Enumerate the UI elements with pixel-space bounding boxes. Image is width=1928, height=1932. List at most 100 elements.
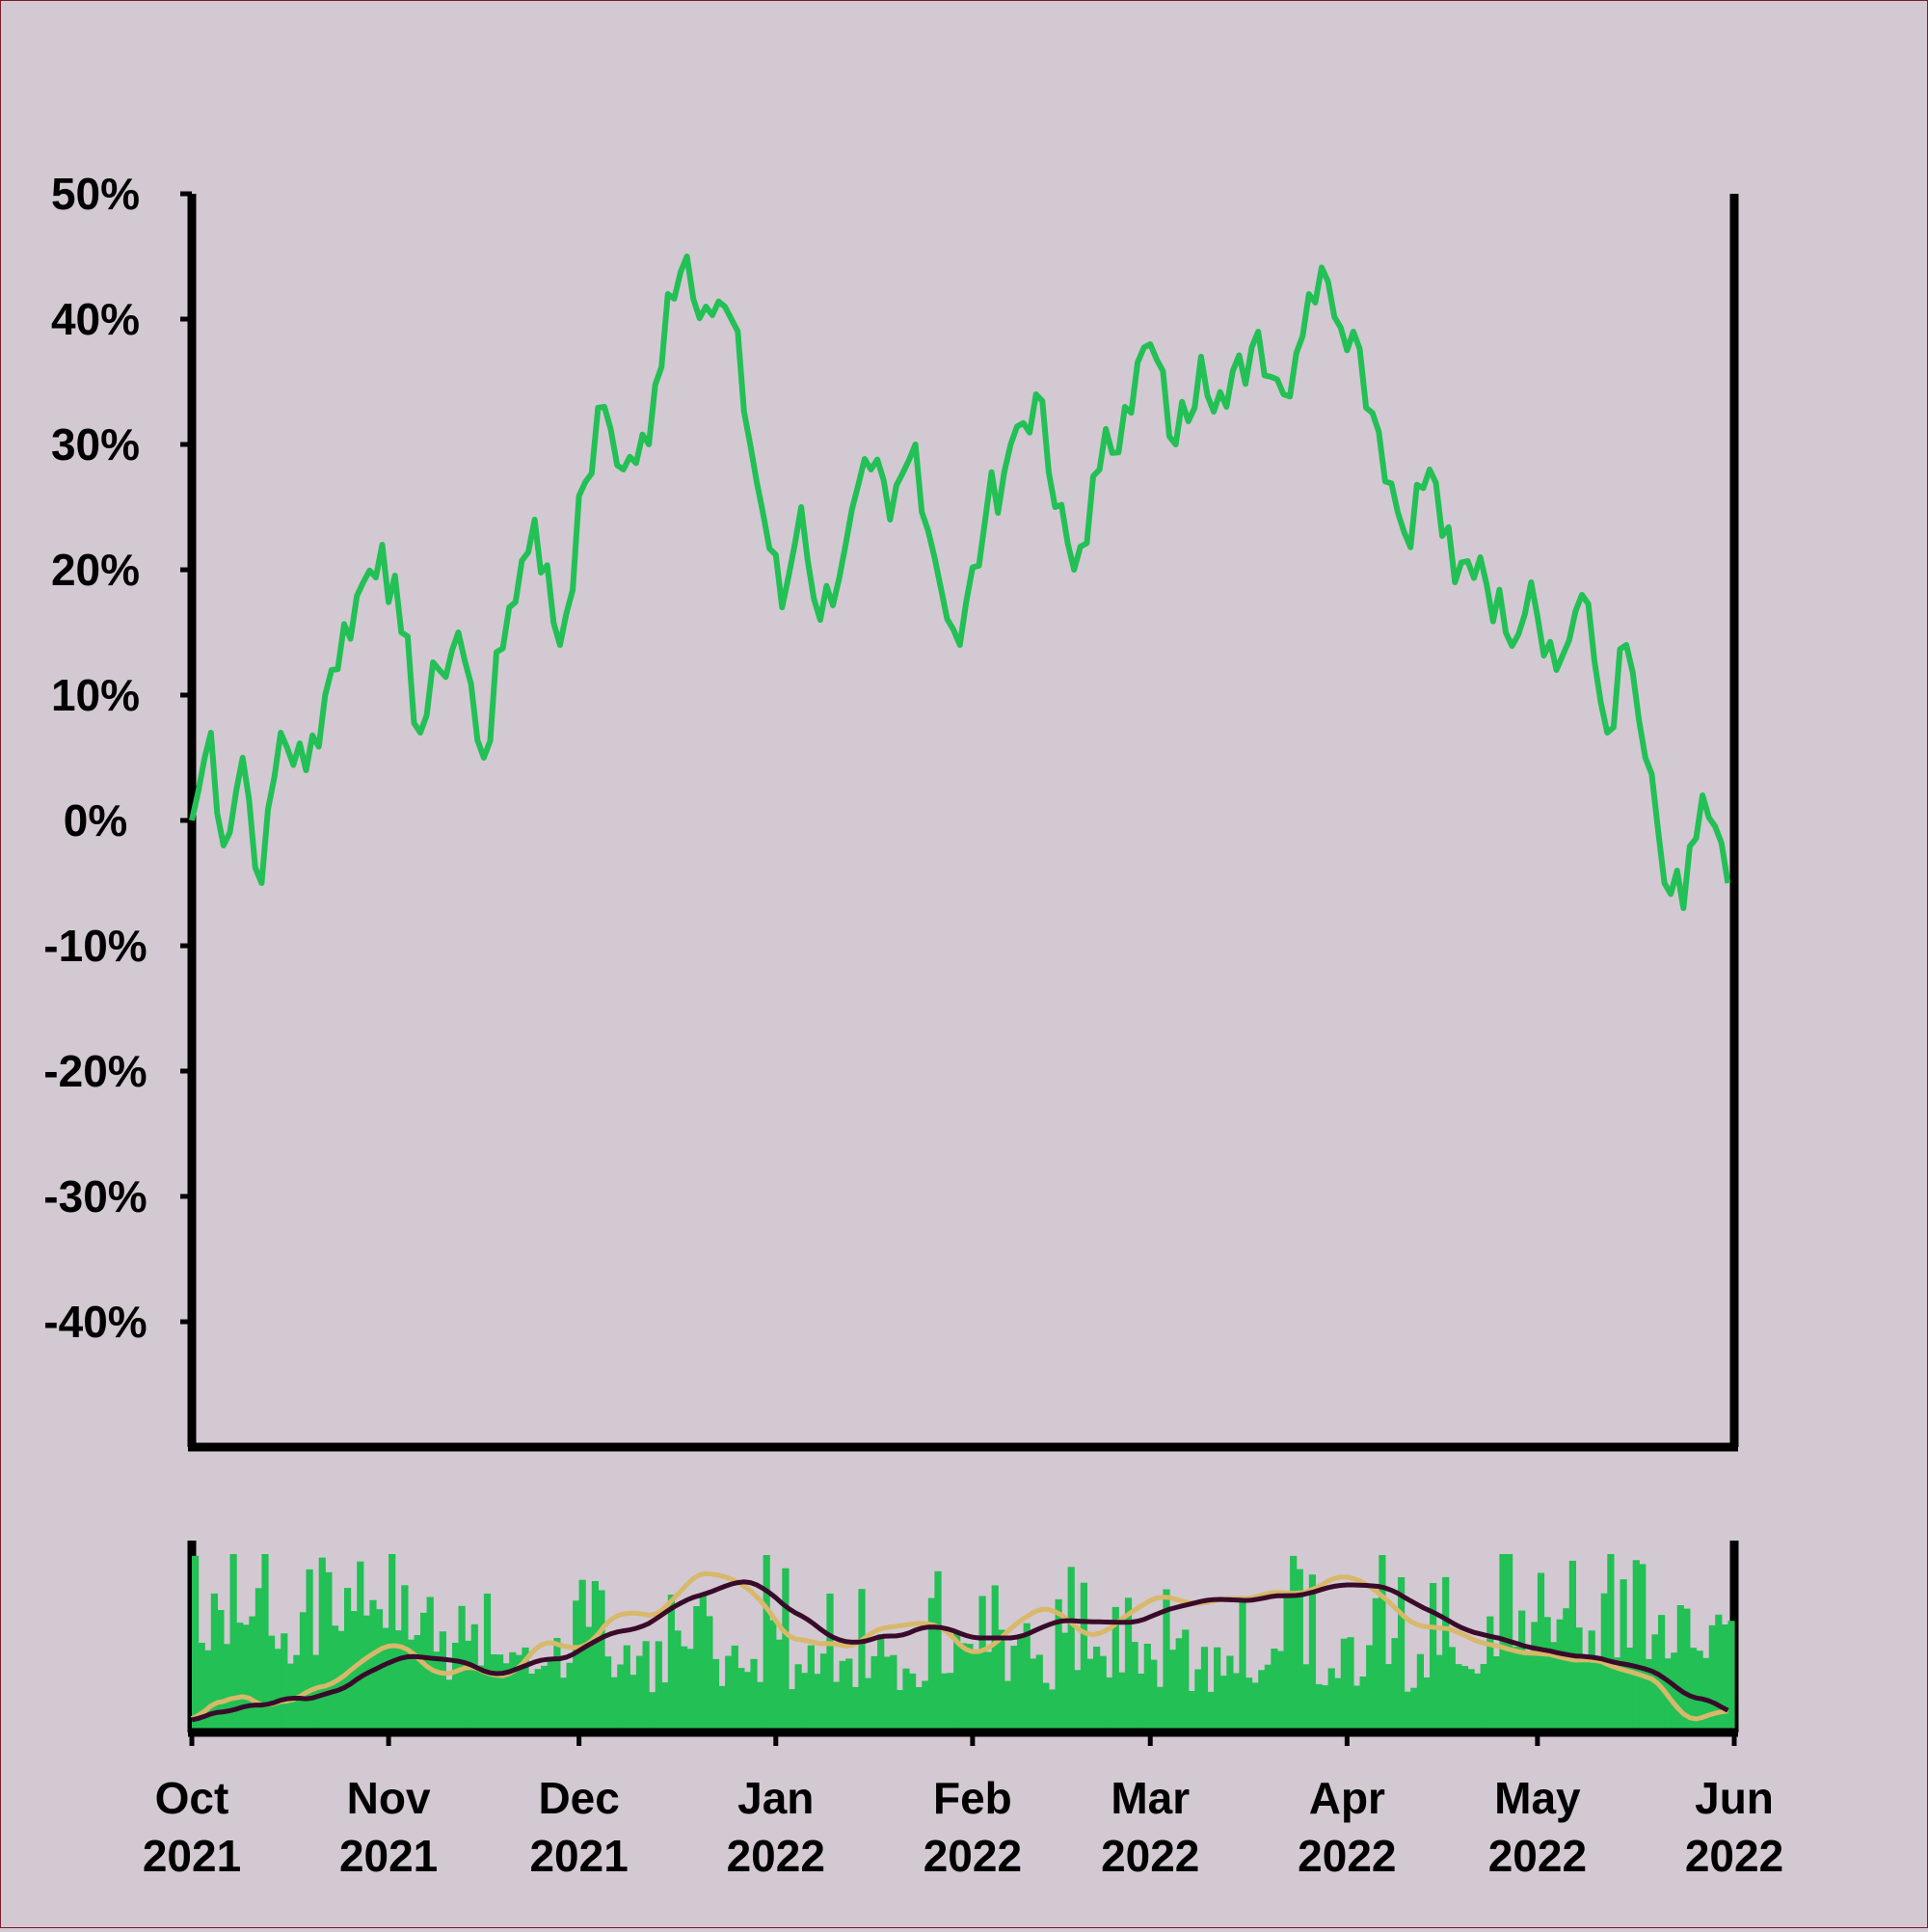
volume-bar	[1315, 1683, 1323, 1732]
volume-bar	[445, 1679, 453, 1732]
volume-bar	[623, 1645, 630, 1732]
volume-bar	[470, 1623, 478, 1732]
volume-bar	[1727, 1621, 1735, 1732]
volume-bar	[1384, 1664, 1393, 1732]
volume-bar	[274, 1649, 281, 1732]
volume-bar	[1416, 1653, 1424, 1732]
volume-bar	[522, 1647, 529, 1732]
volume-bar	[1131, 1642, 1138, 1732]
volume-bar	[769, 1620, 777, 1732]
volume-bar	[210, 1593, 218, 1732]
volume-bar	[1156, 1686, 1164, 1732]
volume-bar	[1398, 1577, 1406, 1732]
volume-bar	[947, 1673, 954, 1732]
volume-bar	[1124, 1597, 1133, 1732]
volume-bar	[1455, 1664, 1462, 1732]
volume-bar	[1308, 1574, 1316, 1732]
volume-bar	[737, 1668, 745, 1732]
volume-bar	[1334, 1677, 1342, 1732]
volume-bar	[1480, 1664, 1487, 1732]
volume-bar	[198, 1643, 205, 1732]
volume-bar	[814, 1674, 821, 1732]
volume-bar	[1219, 1676, 1227, 1732]
volume-bar	[1486, 1616, 1494, 1732]
volume-bar	[1067, 1567, 1075, 1732]
volume-bar	[909, 1673, 917, 1732]
volume-bar	[1391, 1638, 1399, 1732]
volume-bar	[1696, 1650, 1703, 1732]
x-tick-label-year: 2021	[143, 1831, 241, 1881]
x-tick-label-year: 2022	[1685, 1831, 1783, 1881]
volume-bar	[1702, 1657, 1710, 1732]
volume-bar	[1474, 1673, 1482, 1732]
volume-bar	[807, 1645, 815, 1732]
x-tick-label-month: Jan	[737, 1773, 814, 1823]
fast-moving-average-line	[190, 1570, 1728, 1722]
volume-bar	[763, 1555, 770, 1732]
volume-bar	[1582, 1654, 1590, 1732]
volume-bar	[1689, 1648, 1698, 1732]
volume-bar	[845, 1658, 853, 1732]
volume-bar	[750, 1658, 758, 1732]
volume-bar	[268, 1635, 276, 1732]
volume-bar	[281, 1633, 288, 1732]
volume-bar	[610, 1677, 618, 1732]
volume-bar	[1035, 1654, 1043, 1732]
volume-bar	[509, 1651, 517, 1732]
x-tick-label-year: 2022	[1488, 1831, 1587, 1881]
x-tick-label-year: 2021	[529, 1831, 628, 1881]
volume-bar	[1372, 1597, 1379, 1732]
volume-bar	[1226, 1655, 1234, 1732]
volume-bar	[1251, 1682, 1259, 1732]
x-tick-label-month: Nov	[347, 1773, 431, 1823]
volume-bar	[1207, 1691, 1215, 1732]
volume-bar	[1322, 1685, 1329, 1732]
volume-bar	[1245, 1677, 1253, 1732]
volume-bar	[483, 1594, 492, 1732]
volume-bar	[1111, 1606, 1119, 1732]
volume-bar	[598, 1590, 605, 1732]
volume-bar	[1232, 1673, 1240, 1732]
volume-bar	[375, 1609, 384, 1732]
volume-bar	[1448, 1647, 1456, 1732]
volume-bar	[706, 1616, 713, 1732]
y-tick-label: 50%	[51, 169, 140, 219]
volume-bar	[1118, 1672, 1126, 1732]
volume-bar	[1467, 1669, 1475, 1732]
volume-bar	[1442, 1576, 1450, 1732]
volume-bar	[578, 1579, 586, 1732]
x-tick-label-year: 2022	[727, 1831, 825, 1881]
volume-bar	[1264, 1664, 1272, 1732]
volume-bar	[915, 1687, 923, 1732]
volume-bar	[236, 1623, 244, 1732]
volume-bar	[1588, 1630, 1595, 1732]
volume-bar	[858, 1589, 866, 1732]
volume-bar	[382, 1627, 389, 1732]
volume-bar	[204, 1650, 212, 1732]
volume-bar	[635, 1655, 644, 1732]
volume-bar	[1327, 1668, 1335, 1732]
volume-bar	[357, 1561, 364, 1732]
volume-bar	[433, 1651, 441, 1732]
volume-bar	[674, 1630, 682, 1732]
volume-bar	[1543, 1617, 1551, 1732]
volume-bar	[819, 1653, 828, 1732]
price-panel: 50% 40% 30% 20% 10% 0% -10% -20% -30% -40%	[43, 169, 1739, 1452]
volume-bar	[1175, 1638, 1183, 1732]
price-line	[189, 254, 1731, 911]
volume-bar	[465, 1640, 472, 1732]
volume-bar	[1074, 1670, 1082, 1732]
volume-bar	[388, 1554, 396, 1732]
volume-bar	[604, 1656, 612, 1732]
volume-bar	[959, 1643, 967, 1732]
y-tick-label: 0%	[64, 795, 127, 845]
volume-bar	[896, 1690, 904, 1732]
volume-bar	[1143, 1644, 1151, 1732]
volume-bar	[325, 1571, 333, 1732]
x-tick-label-year: 2022	[1298, 1831, 1396, 1881]
volume-bar	[1620, 1579, 1627, 1732]
volume-bar	[1460, 1666, 1469, 1732]
volume-bar	[547, 1657, 554, 1732]
